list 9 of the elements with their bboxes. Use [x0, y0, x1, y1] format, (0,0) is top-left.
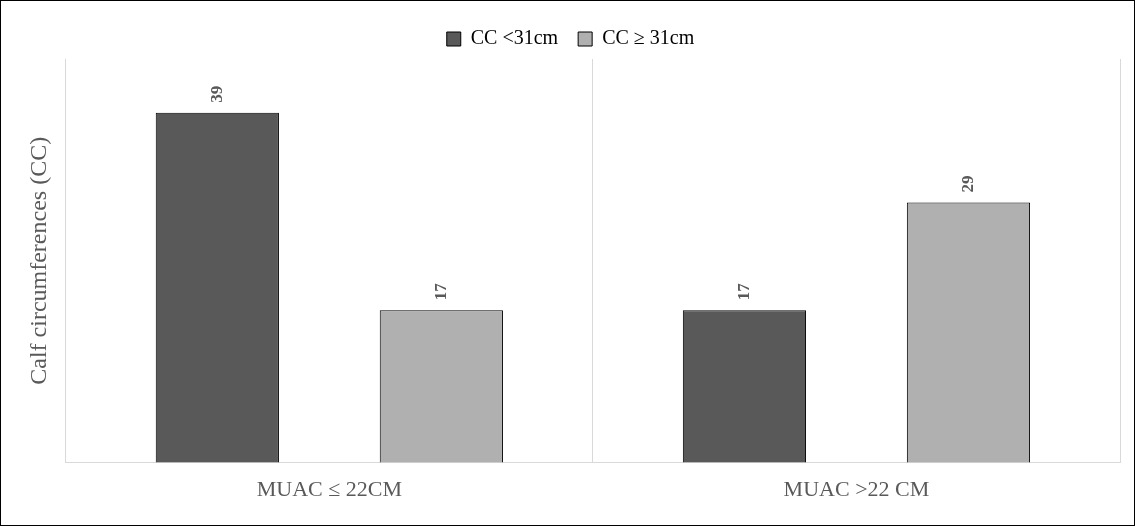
data-label: 17 [430, 282, 450, 301]
y-axis-title: Calf circumferences (CC) [24, 136, 51, 385]
x-tick-label: MUAC ≤ 22CM [256, 475, 403, 501]
legend-label: CC <31cm [470, 26, 559, 49]
x-tick-label: MUAC >22 CM [783, 475, 930, 501]
data-label: 39 [206, 85, 226, 103]
data-label: 17 [733, 282, 753, 301]
data-label: 29 [957, 175, 977, 193]
legend-label: CC ≥ 31cm [602, 26, 695, 49]
